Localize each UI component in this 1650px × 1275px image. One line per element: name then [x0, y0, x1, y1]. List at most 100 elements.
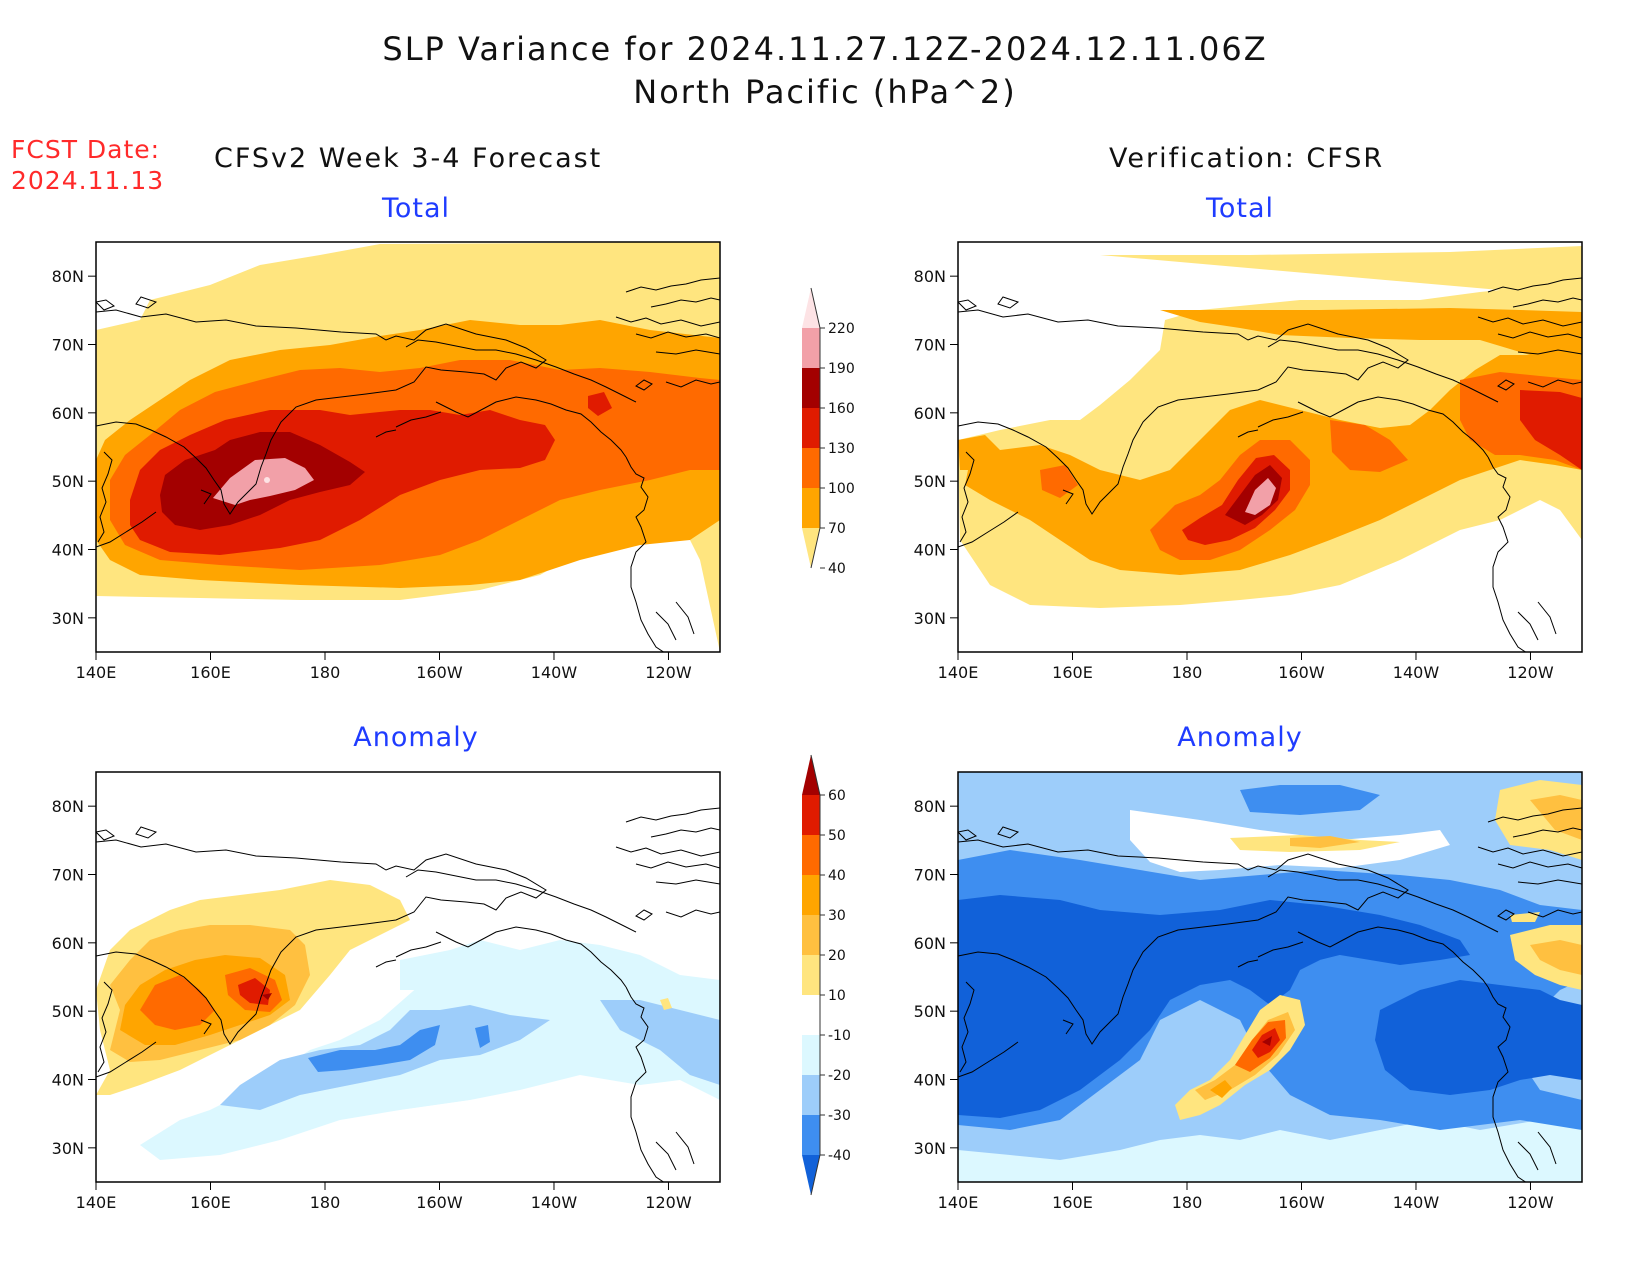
lon-tick-label: 140E [76, 663, 117, 682]
lat-tick-label: 60N [914, 934, 946, 953]
total-colorbar-top-extension [802, 288, 820, 328]
panel-title-forecast-anomaly: Anomaly [353, 722, 479, 753]
anomaly-colorbar-label: -40 [828, 1148, 851, 1164]
lon-tick-label: 140W [531, 663, 578, 682]
lon-tick-label: 140W [1393, 1193, 1440, 1212]
lon-tick-label: 160E [190, 1193, 231, 1212]
anomaly-colorbar-segment [802, 915, 820, 955]
lon-tick-label: 140W [531, 1193, 578, 1212]
anomaly-colorbar-label: 20 [828, 948, 846, 964]
anomaly-colorbar-segment [802, 1075, 820, 1115]
lat-tick-label: 30N [914, 609, 946, 628]
lon-tick-label: 160W [416, 663, 463, 682]
anomaly-colorbar-label: -30 [828, 1108, 851, 1124]
lat-tick-label: 60N [52, 934, 84, 953]
anomaly-colorbar-segment [802, 795, 820, 835]
verification-anomaly-map [958, 772, 1582, 1182]
forecast-total-map [96, 242, 720, 652]
lat-tick-label: 50N [914, 1002, 946, 1021]
lon-tick-label: 160E [1052, 663, 1093, 682]
anomaly-colorbar-label: 40 [828, 868, 846, 884]
lon-tick-label: 120W [645, 663, 692, 682]
lon-tick-label: 120W [645, 1193, 692, 1212]
lat-tick-label: 80N [52, 797, 84, 816]
total-colorbar-segment [802, 368, 820, 408]
lon-tick-label: 160W [416, 1193, 463, 1212]
total-colorbar-outline [810, 287, 821, 569]
anomaly-colorbar-label: -20 [828, 1068, 851, 1084]
anomaly-colorbar-outline [810, 754, 821, 1196]
total-colorbar-label: 100 [828, 481, 855, 497]
lat-tick-label: 60N [52, 404, 84, 423]
forecast-anomaly-map [96, 772, 720, 1182]
lat-tick-label: 80N [914, 267, 946, 286]
lat-tick-label: 30N [52, 1139, 84, 1158]
anomaly-colorbar-label: -10 [828, 1028, 851, 1044]
lon-tick-label: 160W [1278, 663, 1325, 682]
lon-tick-label: 180 [1172, 1193, 1203, 1212]
lat-tick-label: 70N [52, 336, 84, 355]
lon-tick-label: 180 [310, 663, 341, 682]
lon-tick-label: 120W [1507, 663, 1554, 682]
lat-tick-label: 50N [914, 472, 946, 491]
total-colorbar-label: 130 [828, 441, 855, 457]
total-colorbar-label: 160 [828, 401, 855, 417]
anomaly-colorbar-segment [802, 835, 820, 875]
anomaly-colorbar-label: 60 [828, 788, 846, 804]
anomaly-colorbar-top-extension [802, 755, 820, 795]
lat-tick-label: 40N [52, 541, 84, 560]
lat-tick-label: 70N [52, 866, 84, 885]
lon-tick-label: 140E [938, 663, 979, 682]
lon-tick-label: 120W [1507, 1193, 1554, 1212]
verification-total-map [958, 242, 1582, 652]
lon-tick-label: 140E [76, 1193, 117, 1212]
anomaly-colorbar-bottom-extension [802, 1155, 820, 1195]
lat-tick-label: 40N [914, 541, 946, 560]
lon-tick-label: 160E [1052, 1193, 1093, 1212]
lat-tick-label: 80N [914, 797, 946, 816]
main-subtitle: North Pacific (hPa^2) [633, 73, 1017, 111]
lon-tick-label: 180 [1172, 663, 1203, 682]
total-colorbar-segment [802, 448, 820, 488]
lat-tick-label: 60N [914, 404, 946, 423]
lat-tick-label: 30N [52, 609, 84, 628]
total-colorbar-label: 190 [828, 361, 855, 377]
anomaly-colorbar-segment [802, 1115, 820, 1155]
panel-title-forecast-total: Total [381, 193, 451, 224]
anomaly-colorbar-label: 50 [828, 828, 846, 844]
total-colorbar-label: 40 [828, 561, 846, 577]
panel-title-verification-total: Total [1205, 193, 1275, 224]
total-colorbar-label: 70 [828, 521, 846, 537]
lat-tick-label: 70N [914, 336, 946, 355]
fcst-date: 2024.11.13 [11, 166, 165, 195]
lat-tick-label: 70N [914, 866, 946, 885]
lat-tick-label: 30N [914, 1139, 946, 1158]
lat-tick-label: 50N [52, 472, 84, 491]
total-colorbar-segment [802, 408, 820, 448]
anomaly-colorbar-segment [802, 1035, 820, 1075]
total-colorbar-segment [802, 488, 820, 528]
lon-tick-label: 140W [1393, 663, 1440, 682]
forecast-heading: CFSv2 Week 3-4 Forecast [214, 143, 603, 174]
main-title: SLP Variance for 2024.11.27.12Z-2024.12.… [382, 30, 1268, 68]
panel-title-verification-anomaly: Anomaly [1177, 722, 1303, 753]
lon-tick-label: 180 [310, 1193, 341, 1212]
total-colorbar-bottom-extension [802, 528, 820, 568]
anomaly-colorbar-segment [802, 875, 820, 915]
anomaly-colorbar-label: 10 [828, 988, 846, 1004]
lon-tick-label: 160W [1278, 1193, 1325, 1212]
lon-tick-label: 140E [938, 1193, 979, 1212]
lat-tick-label: 40N [52, 1071, 84, 1090]
anomaly-colorbar-label: 30 [828, 908, 846, 924]
verification-heading: Verification: CFSR [1109, 143, 1385, 174]
lon-tick-label: 160E [190, 663, 231, 682]
total-colorbar-label: 220 [828, 321, 855, 337]
lat-tick-label: 40N [914, 1071, 946, 1090]
lat-tick-label: 80N [52, 267, 84, 286]
lat-tick-label: 50N [52, 1002, 84, 1021]
fcst-label: FCST Date: [11, 135, 161, 164]
anomaly-colorbar-segment [802, 995, 820, 1035]
total-colorbar-segment [802, 328, 820, 368]
anomaly-colorbar-segment [802, 955, 820, 995]
